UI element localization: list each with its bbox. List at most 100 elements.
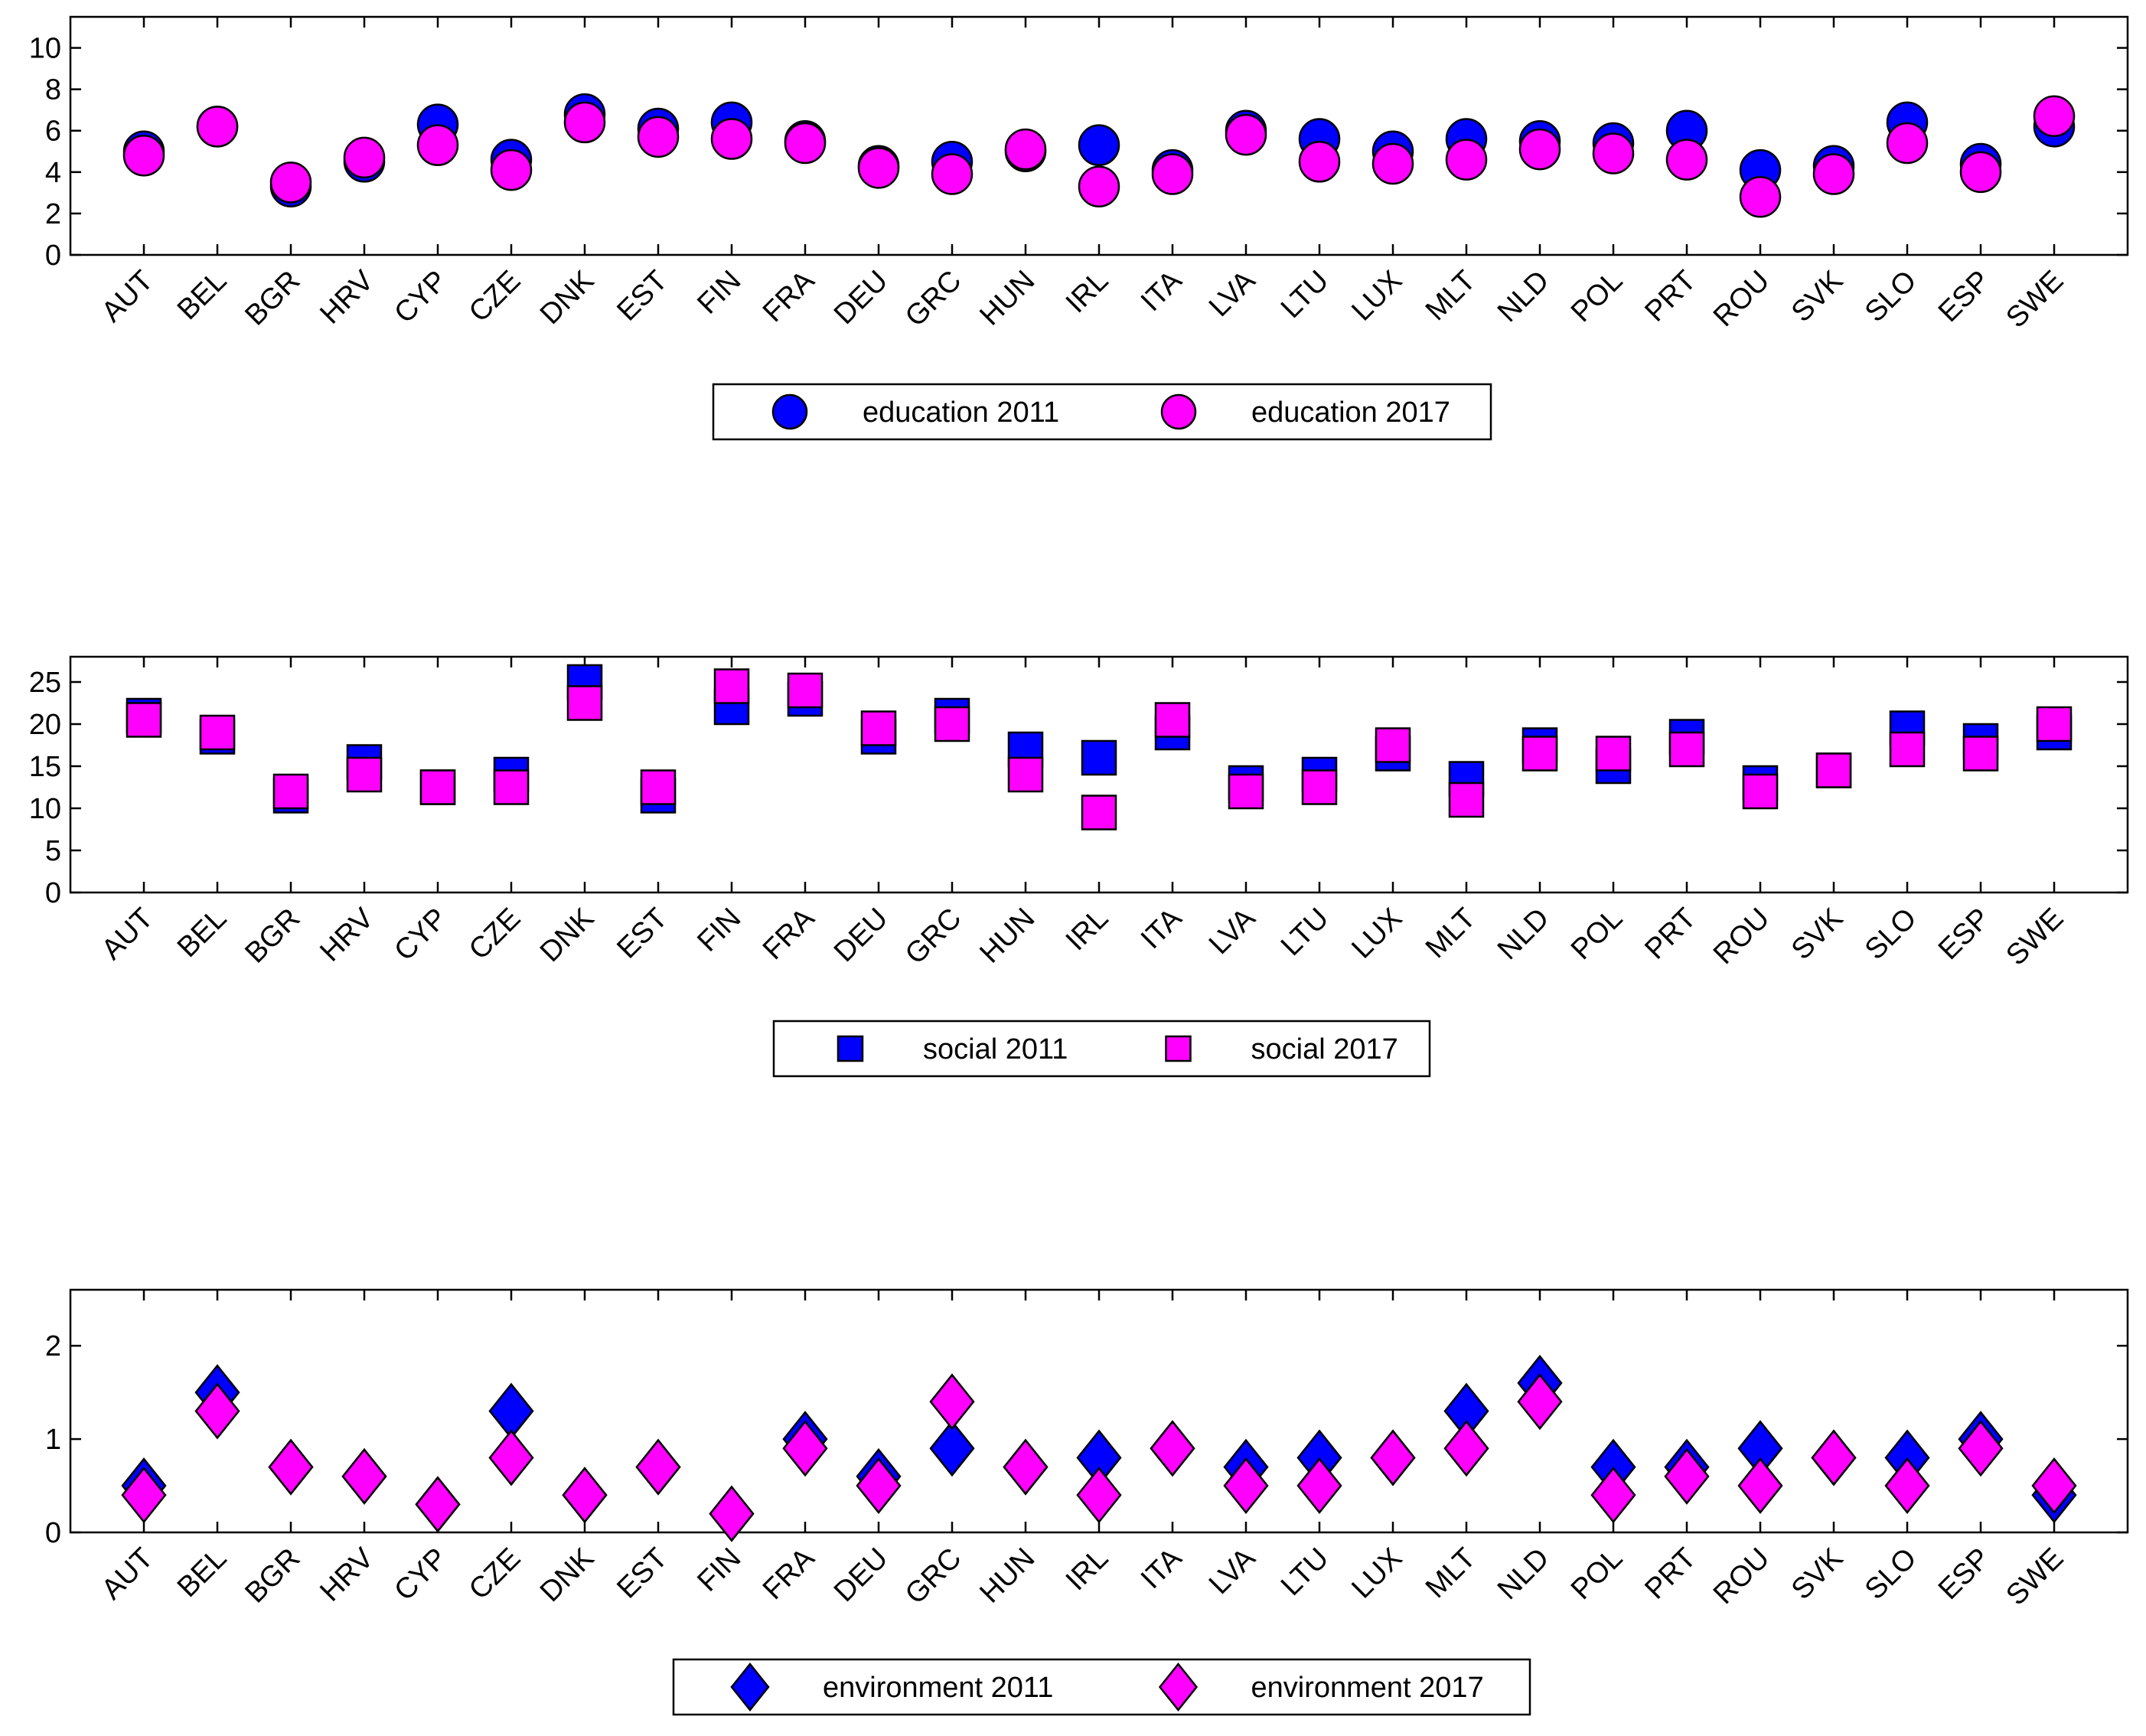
y-tick-label: 2 <box>45 1330 61 1362</box>
legend-marker-2011 <box>730 1662 770 1712</box>
point-prt-2017 <box>1664 1447 1710 1505</box>
legend-marker-2011 <box>771 393 808 430</box>
point-ltu-2017 <box>1298 141 1341 183</box>
legend-label-2011: environment 2011 <box>823 1672 1053 1704</box>
point-irl-2017 <box>1076 1467 1122 1524</box>
point-ita-2017 <box>1154 702 1191 738</box>
point-slo-2017 <box>1886 122 1929 165</box>
legend-marker-2011 <box>837 1035 864 1062</box>
point-fra-2017 <box>787 672 824 709</box>
point-deu-2017 <box>860 710 897 746</box>
y-tick-label: 2 <box>45 198 61 230</box>
point-grc-2017 <box>929 1373 975 1431</box>
point-dnk-2017 <box>562 1467 608 1524</box>
point-hrv-2017 <box>343 136 386 179</box>
point-fin-2017 <box>713 668 750 704</box>
point-lva-2017 <box>1223 1457 1269 1515</box>
legend-label-2011: education 2011 <box>863 396 1059 429</box>
point-pol-2017 <box>1592 132 1635 175</box>
legend-label-2017: social 2017 <box>1251 1033 1398 1065</box>
y-tick-label: 20 <box>29 709 61 741</box>
point-lux-2017 <box>1370 1429 1416 1486</box>
point-prt-2017 <box>1665 139 1708 181</box>
point-est-2017 <box>635 1438 681 1496</box>
point-ltu-2017 <box>1301 769 1338 805</box>
point-slo-2017 <box>1889 731 1926 768</box>
y-tick-label: 0 <box>45 1517 61 1549</box>
point-irl-2017 <box>1078 165 1120 208</box>
y-tick-label: 10 <box>29 33 61 65</box>
point-aut-2017 <box>122 134 165 177</box>
point-svk-2017 <box>1812 153 1855 195</box>
y-tick-label: 6 <box>45 116 61 148</box>
y-tick-label: 5 <box>45 835 61 867</box>
point-cyp-2017 <box>416 124 459 166</box>
y-tick-label: 25 <box>29 667 61 699</box>
point-esp-2017 <box>1959 151 2002 194</box>
point-ita-2017 <box>1150 1420 1195 1477</box>
point-rou-2017 <box>1737 1457 1783 1515</box>
point-pol-2017 <box>1595 736 1632 772</box>
legend-marker-2017 <box>1165 1035 1192 1062</box>
point-nld-2017 <box>1517 1373 1563 1431</box>
y-tick-label: 1 <box>45 1424 61 1456</box>
legend-box <box>672 1658 1531 1716</box>
point-mlt-2017 <box>1443 1420 1489 1477</box>
point-irl-2017 <box>1081 795 1117 830</box>
point-mlt-2017 <box>1445 139 1488 181</box>
point-pol-2017 <box>1590 1467 1636 1524</box>
point-lux-2017 <box>1375 727 1411 763</box>
point-irl-2011 <box>1078 124 1120 166</box>
y-tick-label: 15 <box>29 751 61 783</box>
point-cyp-2017 <box>415 1476 461 1533</box>
point-grc-2017 <box>934 706 970 742</box>
series-environment-2017 <box>121 1373 2077 1542</box>
point-bgr-2017 <box>272 773 309 810</box>
point-est-2017 <box>640 769 677 805</box>
point-rou-2017 <box>1739 176 1782 218</box>
point-svk-2017 <box>1811 1429 1857 1486</box>
point-grc-2011 <box>929 1420 975 1477</box>
point-slo-2017 <box>1884 1457 1930 1515</box>
point-deu-2017 <box>857 147 900 189</box>
legend-label-2017: education 2017 <box>1251 396 1450 429</box>
legend-marker-2017 <box>1160 393 1197 430</box>
point-swe-2017 <box>2033 95 2076 138</box>
legend: environment 2011 environment 2017 <box>672 1658 1531 1716</box>
point-swe-2017 <box>2036 706 2073 742</box>
y-tick-label: 0 <box>45 877 61 909</box>
point-hun-2017 <box>1004 128 1047 171</box>
legend: social 2011 social 2017 <box>772 1020 1431 1078</box>
point-cze-2017 <box>493 769 530 805</box>
y-tick-label: 10 <box>29 793 61 825</box>
point-hun-2017 <box>1007 756 1044 793</box>
y-tick-label: 4 <box>45 157 61 189</box>
point-deu-2017 <box>856 1457 902 1515</box>
point-esp-2017 <box>1958 1420 2004 1477</box>
legend-label-2017: environment 2017 <box>1251 1672 1484 1704</box>
point-grc-2017 <box>931 153 974 195</box>
point-dnk-2017 <box>566 685 603 721</box>
point-hun-2017 <box>1003 1438 1049 1496</box>
point-rou-2017 <box>1742 773 1779 810</box>
point-cze-2017 <box>490 148 533 191</box>
point-aut-2017 <box>126 702 162 738</box>
point-ltu-2017 <box>1296 1457 1342 1515</box>
point-nld-2017 <box>1518 128 1561 171</box>
point-est-2017 <box>637 116 680 158</box>
point-mlt-2017 <box>1448 782 1485 818</box>
point-lva-2017 <box>1228 773 1264 810</box>
point-aut-2017 <box>121 1467 167 1524</box>
point-hrv-2017 <box>341 1447 387 1505</box>
point-fra-2017 <box>782 1420 828 1477</box>
legend-box <box>772 1020 1431 1078</box>
point-bel-2017 <box>199 714 236 751</box>
y-tick-label: 0 <box>45 240 61 272</box>
point-cze-2017 <box>488 1429 534 1486</box>
series-education-2017 <box>122 95 2076 218</box>
point-fin-2017 <box>710 118 753 160</box>
